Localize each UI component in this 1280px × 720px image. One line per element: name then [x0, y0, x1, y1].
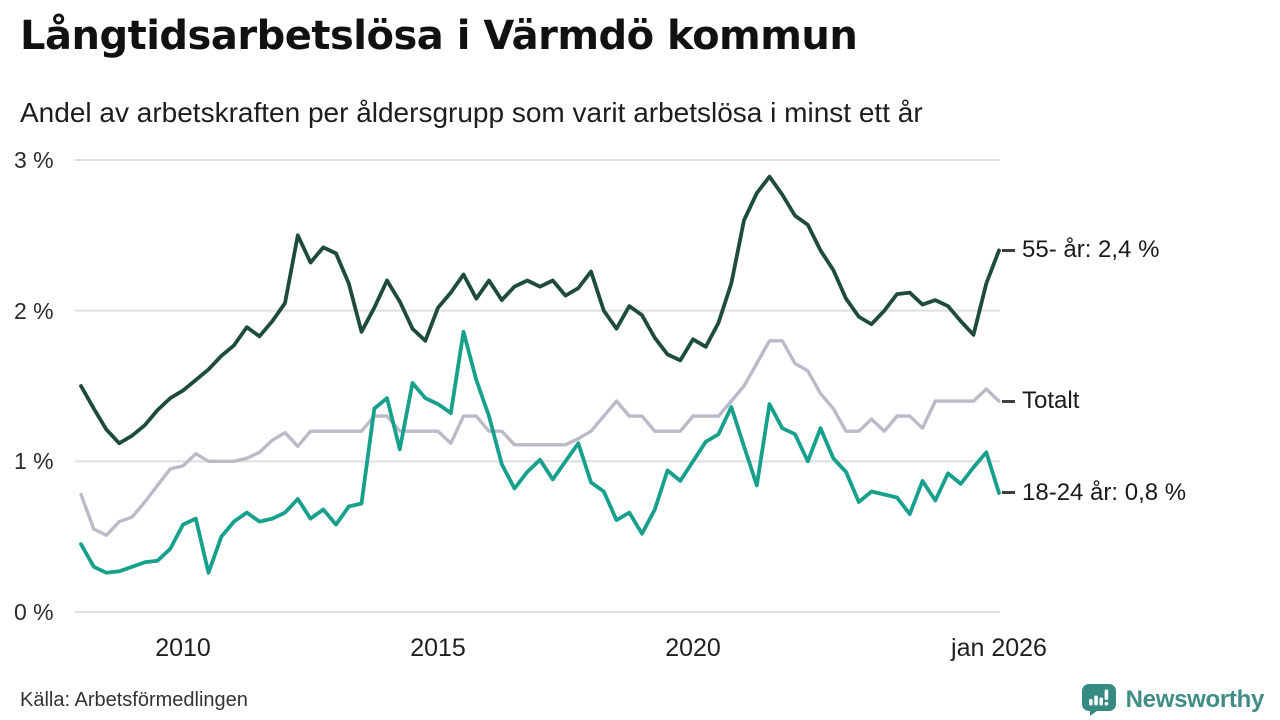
y-axis-tick-label: 0 %: [14, 599, 54, 625]
x-axis-tick-label: 2010: [155, 634, 211, 662]
x-axis-tick-label: 2015: [410, 634, 466, 662]
y-axis-tick-label: 3 %: [14, 147, 54, 173]
series-tick-mark: [1002, 491, 1015, 495]
newsworthy-logo[interactable]: Newsworthy: [1081, 681, 1264, 719]
source-note: Källa: Arbetsförmedlingen: [20, 689, 248, 711]
chart-area: 3 % 2 % 1 % 0 % 2010 2015 2020 jan 2026 …: [0, 140, 1280, 680]
series-end-label-text: 55- år: 2,4 %: [1022, 236, 1160, 264]
brand-name: Newsworthy: [1125, 686, 1265, 713]
page-subtitle: Andel av arbetskraften per åldersgrupp s…: [20, 97, 923, 128]
y-axis-tick-label: 2 %: [14, 297, 54, 324]
newsworthy-logo-icon: [1081, 684, 1116, 716]
series-end-label-text: 18-24 år: 0,8 %: [1022, 478, 1187, 506]
chart-canvas: [75, 159, 1001, 613]
series-end-label: 18-24 år: 0,8 %: [1002, 479, 1186, 507]
x-axis-tick-label: 2020: [665, 634, 721, 662]
series-end-label: 55- år: 2,4 %: [1002, 236, 1159, 264]
series-line-18-24-ar: [79, 329, 1001, 575]
y-axis-tick-label: 1 %: [14, 448, 54, 475]
series-end-label-text: Totalt: [1022, 387, 1080, 415]
page-title: Långtidsarbetslösa i Värmdö kommun: [20, 13, 858, 59]
x-axis-tick-label: jan 2026: [951, 634, 1047, 662]
series-tick-mark: [1002, 399, 1015, 403]
series-line-totalt: [79, 339, 1001, 537]
series-end-label: Totalt: [1002, 387, 1079, 415]
series-tick-mark: [1002, 248, 1015, 252]
series-line-55-ar: [79, 174, 1001, 446]
